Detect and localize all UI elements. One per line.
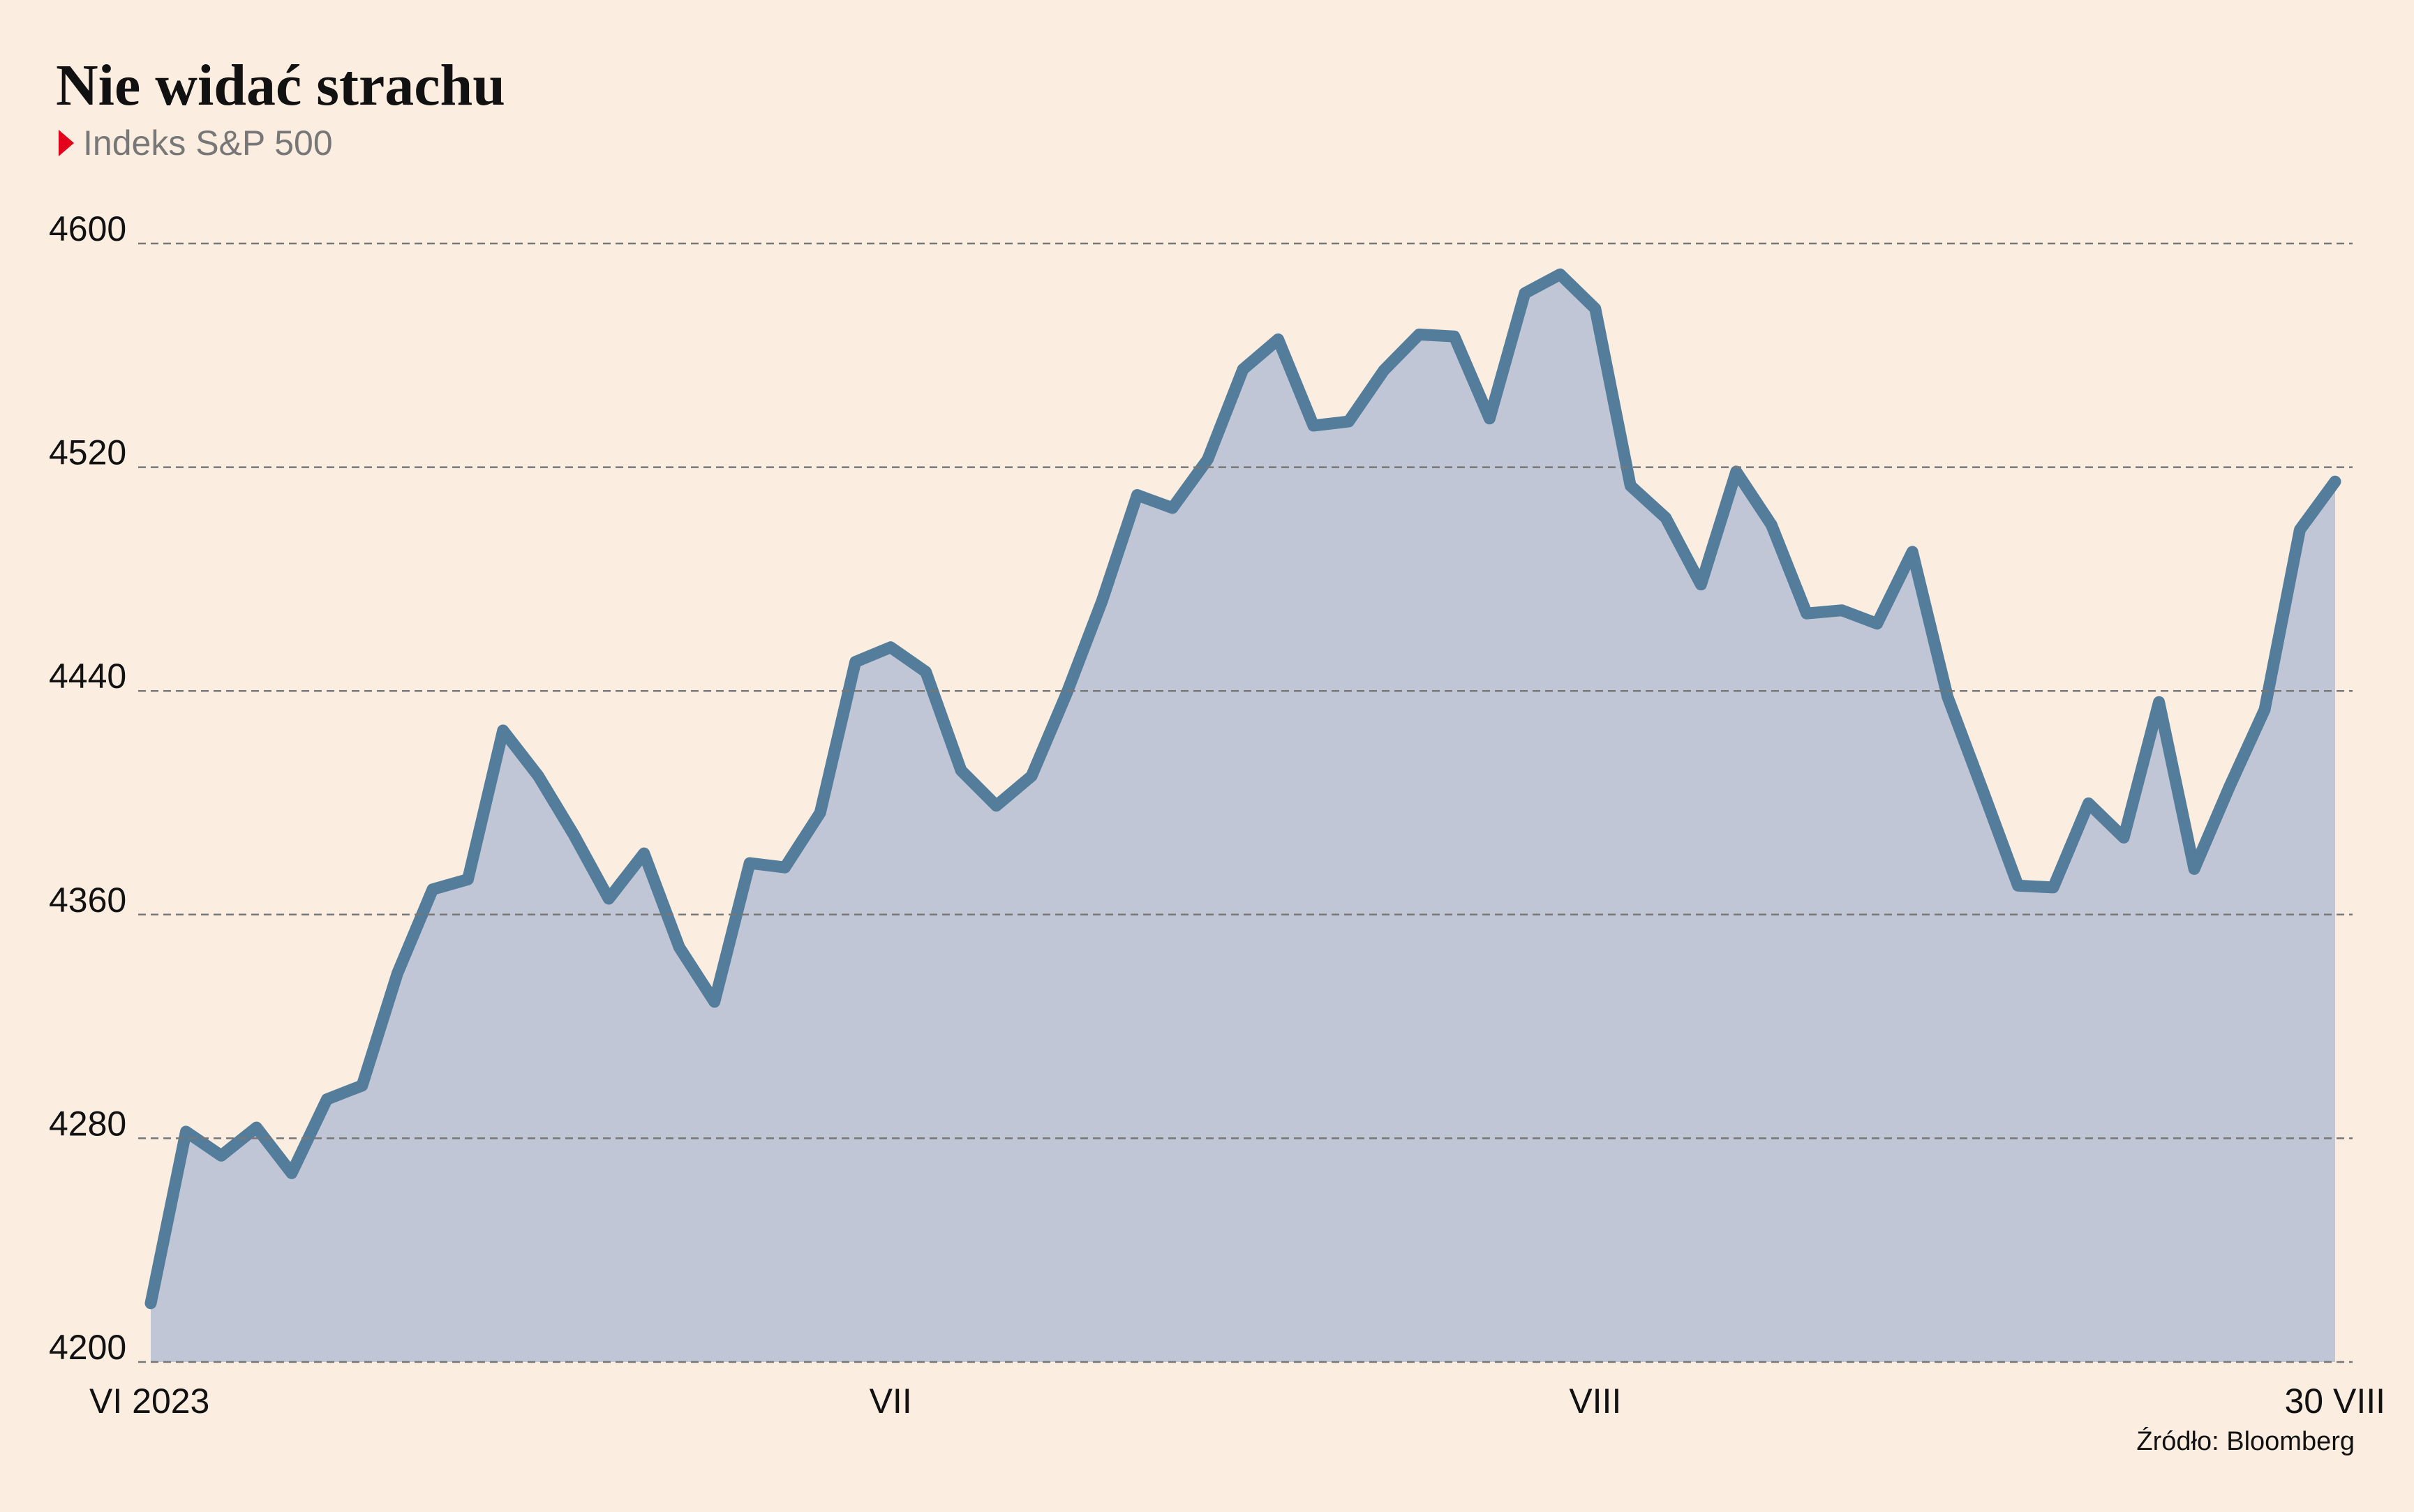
source: Źródło: Bloomberg [2136, 1426, 2355, 1456]
y-tick-label: 4200 [49, 1328, 126, 1367]
x-tick-label: VI 2023 [89, 1382, 209, 1421]
x-tick-label: VIII [1569, 1382, 1621, 1421]
area [151, 274, 2335, 1363]
y-tick-label: 4360 [49, 881, 126, 920]
y-tick-label: 4520 [49, 433, 126, 472]
x-tick-label: VII [870, 1382, 912, 1421]
line [144, 268, 2341, 1310]
x-tick-label: 30 VIII [2284, 1382, 2385, 1421]
chart-subtitle: Indeks S&P 500 [83, 123, 333, 163]
chart-title: Nie widać strachu [56, 53, 505, 118]
subtitle-marker [59, 130, 74, 156]
y-tick-label: 4280 [49, 1104, 126, 1143]
y-tick-label: 4440 [49, 657, 126, 696]
y-tick-label: 4600 [49, 209, 126, 248]
